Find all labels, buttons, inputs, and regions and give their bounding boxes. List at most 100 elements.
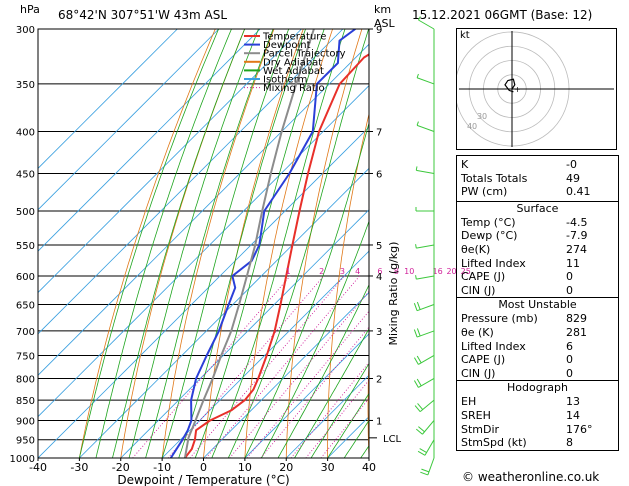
km-tick-label: 2 [376, 374, 382, 385]
mixing-ratio-line [167, 275, 324, 458]
index-row: StmDir 176° [457, 423, 618, 437]
isotherm-line [285, 374, 369, 458]
mixing-ratio-label: 8 [394, 267, 399, 276]
dry-adiabat [79, 29, 216, 458]
wind-barb [415, 207, 434, 212]
index-value: -0 [566, 158, 577, 171]
isotherm-line [79, 167, 369, 458]
pressure-tick-label: 300 [16, 25, 35, 36]
km-tick-label: 3 [376, 327, 382, 338]
x-tick-label: -30 [70, 461, 88, 474]
x-tick-label: -20 [112, 461, 130, 474]
legend-entry: Mixing Ratio [263, 83, 325, 94]
hodograph-kt-label: kt [460, 30, 470, 41]
index-row: Temp (°C) -4.5 [457, 216, 618, 230]
index-row: CAPE (J) 0 [457, 270, 618, 284]
dry-adiabat [327, 112, 369, 458]
legend-entry: Dry Adiabat [263, 57, 322, 68]
plot-area [38, 29, 629, 458]
wet-adiabat [128, 29, 259, 458]
km-tick-label: 1 [376, 416, 382, 427]
index-value: 8 [566, 436, 573, 450]
isotherm-line [161, 250, 369, 458]
index-label: θe(K) [461, 242, 491, 256]
index-value: 281 [566, 325, 587, 339]
index-label: Dewp (°C) [461, 229, 518, 243]
km-tick-label: 9 [376, 25, 382, 36]
wind-barb [420, 457, 435, 476]
wind-barb [417, 439, 435, 456]
isotherm-line [244, 333, 369, 458]
mixing-ratio-line [246, 310, 369, 458]
isotherm-line [38, 85, 369, 418]
index-row: Lifted Index 11 [457, 257, 618, 271]
index-value: 0 [566, 353, 573, 367]
wind-barb [414, 399, 435, 413]
wind-barb [413, 378, 435, 388]
pressure-tick-label: 400 [16, 128, 35, 139]
wind-barb [413, 301, 435, 312]
index-label: CAPE (J) [461, 353, 506, 367]
wind-barb [415, 244, 435, 249]
lcl-label: LCL [383, 434, 402, 445]
index-label: Pressure (mb) [461, 312, 538, 326]
isotherm-line [38, 29, 220, 211]
pressure-tick-label: 850 [16, 396, 35, 407]
wind-barb [413, 355, 435, 365]
mixing-ratio-line [260, 326, 369, 458]
pressure-tick-label: 550 [16, 241, 35, 252]
isotherm-line [38, 29, 302, 294]
credit-text: © weatheronline.co.uk [462, 470, 600, 484]
pressure-tick-label: 750 [16, 351, 35, 362]
most-unstable-section: Most Unstable Pressure (mb) 829 θe (K) 281 Li… [457, 297, 618, 380]
indices-top-section: K -0 Totals Totals 49 PW (cm) 0.41 [457, 156, 618, 201]
wind-barb [416, 121, 435, 132]
mixing-ratio-label: 3 [340, 267, 345, 276]
datetime-title: 15.12.2021 06GMT (Base: 12) [412, 8, 593, 22]
index-row: StmSpd (kt) 8 [457, 436, 618, 450]
index-row: θe (K) 281 [457, 326, 618, 340]
index-row: CIN (J) 0 [457, 367, 618, 381]
mixing-ratio-label: 1 [286, 267, 291, 276]
index-label: CIN (J) [461, 283, 496, 297]
mixing-ratio-label: 20 [446, 267, 456, 276]
isotherm-line [120, 209, 369, 458]
wet-adiabat [211, 29, 346, 458]
index-value: 11 [566, 256, 580, 270]
index-row: Dewp (°C) -7.9 [457, 229, 618, 243]
mixing-ratio-label: 16 [433, 267, 443, 276]
pressure-tick-label: 1000 [10, 454, 35, 465]
x-tick-label: -10 [153, 461, 171, 474]
index-value: 0 [566, 270, 573, 284]
index-label: Lifted Index [461, 339, 526, 353]
dry-adiabat [367, 350, 369, 458]
pressure-tick-label: 950 [16, 436, 35, 447]
index-row: Lifted Index 6 [457, 340, 618, 354]
mixing-ratio-line [290, 361, 369, 458]
index-value: 13 [566, 395, 580, 409]
pressure-tick-label: 500 [16, 207, 35, 218]
pressure-tick-label: 900 [16, 416, 35, 427]
wind-barb [415, 166, 435, 174]
index-row: K -0 [457, 158, 618, 172]
index-value: 0 [566, 366, 573, 380]
mixing-ratio-label: 25 [461, 267, 471, 276]
index-value: 0 [566, 283, 573, 297]
section-title: Most Unstable [498, 298, 577, 312]
isotherm-line [38, 29, 178, 169]
pressure-tick-label: 450 [16, 169, 35, 180]
mixing-ratio-line [205, 275, 360, 458]
mixing-ratio-line [305, 379, 369, 458]
wet-adiabat [261, 220, 369, 458]
index-row: PW (cm) 0.41 [457, 185, 618, 199]
dry-adiabat [619, 29, 629, 458]
isotherm-line [38, 126, 369, 458]
index-value: -4.5 [566, 215, 588, 229]
series-parcel-trajectory [183, 29, 315, 458]
wet-adiabat [178, 29, 306, 458]
isotherm-line [38, 29, 344, 335]
hodograph-section: Hodograph EH 13 SREH 14 StmDir 176° StmSpd (kt)… [457, 380, 618, 449]
index-value: 829 [566, 312, 587, 326]
index-row: CIN (J) 0 [457, 284, 618, 298]
